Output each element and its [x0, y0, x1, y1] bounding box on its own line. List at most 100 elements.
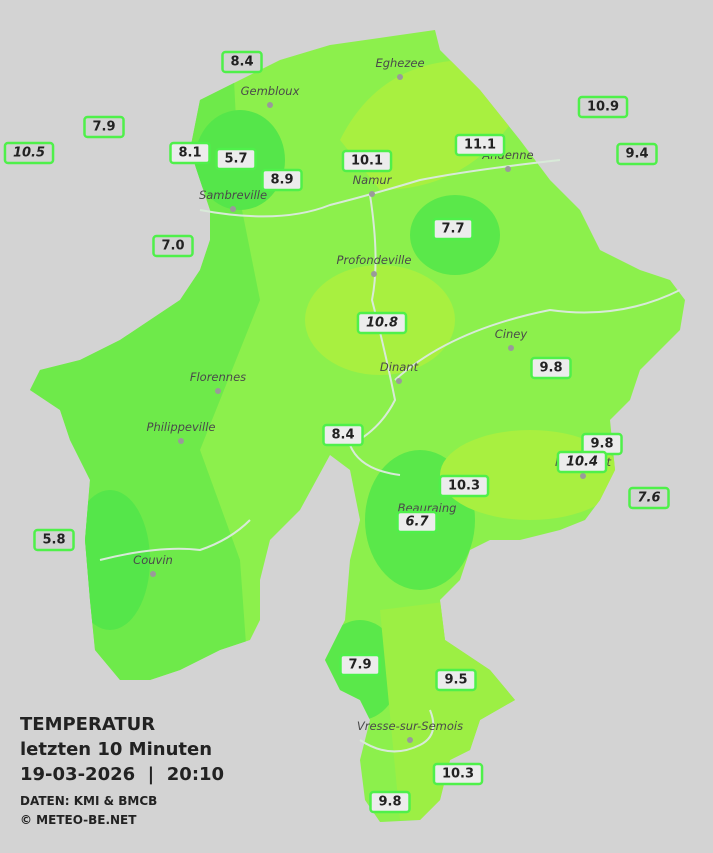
- station-box: [369, 790, 411, 814]
- city-name: Couvin: [133, 553, 173, 567]
- city-dot: [150, 571, 156, 577]
- station-temperature: 9.8: [539, 361, 562, 376]
- station: 8.9: [261, 168, 303, 192]
- city-name: Gembloux: [241, 84, 300, 98]
- station-temperature: 10.5: [13, 146, 45, 161]
- station-temperature: 8.4: [230, 55, 253, 70]
- station: 10.1: [341, 149, 393, 173]
- station: 8.1: [169, 141, 211, 165]
- station: 9.5: [435, 668, 477, 692]
- station-temperature: 8.1: [178, 146, 201, 161]
- station-temperature: 10.3: [448, 479, 480, 494]
- station-box: [261, 168, 303, 192]
- timestamp: 19-03-2026 | 20:10: [20, 764, 224, 785]
- map-title: TEMPERATUR: [20, 714, 155, 735]
- station-box: [530, 356, 572, 380]
- station-box: [438, 474, 490, 498]
- credit: © METEO-BE.NET: [20, 813, 137, 827]
- station: 8.4: [221, 50, 263, 74]
- station-box: [432, 762, 484, 786]
- source: DATEN: KMI & BMCB: [20, 794, 157, 808]
- station-box: [83, 115, 125, 139]
- city-name: Profondeville: [337, 253, 412, 267]
- station-temperature: 10.3: [442, 767, 474, 782]
- station-box: [215, 147, 257, 171]
- station-labels: 8.4 7.9 10.5 8.1 5.7 8.9 10.1 11.1 10.9 9.4 7.7 7.0…: [3, 50, 670, 814]
- station-box: [152, 234, 194, 258]
- station: 7.7: [432, 217, 474, 241]
- station-temperature: 9.8: [378, 795, 401, 810]
- station: 10.3: [438, 474, 490, 498]
- station-box: [221, 50, 263, 74]
- station-box: [432, 217, 474, 241]
- city-name: Dinant: [380, 360, 419, 374]
- station: 10.5: [3, 141, 55, 165]
- city-name: Sambreville: [199, 188, 267, 202]
- station: 10.3: [432, 762, 484, 786]
- city-name: Vresse-sur-Semois: [357, 719, 463, 733]
- station-temperature: 7.6: [637, 491, 660, 506]
- station-box: [169, 141, 211, 165]
- station: 11.1: [454, 133, 506, 157]
- station-box: [322, 423, 364, 447]
- station-box: [339, 653, 381, 677]
- station: 9.4: [616, 142, 658, 166]
- rivers: [99, 159, 681, 753]
- city-dot: [215, 388, 221, 394]
- station-temperature: 9.8: [590, 437, 613, 452]
- station: 7.9: [339, 653, 381, 677]
- station-temperature: 11.1: [464, 138, 496, 153]
- station-box: [396, 510, 438, 534]
- station-box: [628, 486, 670, 510]
- city-name: Namur: [353, 173, 393, 187]
- legend-text: TEMPERATUR letzten 10 Minuten 19-03-2026…: [20, 714, 224, 827]
- city-dot: [407, 737, 413, 743]
- station-box: [556, 450, 608, 474]
- station-temperature: 10.8: [366, 316, 398, 331]
- city-dot: [178, 438, 184, 444]
- city-dot: [505, 166, 511, 172]
- station-temperature: 10.1: [351, 154, 383, 169]
- station: 7.6: [628, 486, 670, 510]
- station: 9.8: [530, 356, 572, 380]
- station-box: [577, 95, 629, 119]
- station-box: [341, 149, 393, 173]
- station: 10.4: [556, 450, 608, 474]
- station-temperature: 10.4: [566, 455, 598, 470]
- station: 5.7: [215, 147, 257, 171]
- period: letzten 10 Minuten: [20, 739, 212, 760]
- station-temperature: 7.7: [441, 222, 464, 237]
- station: 7.0: [152, 234, 194, 258]
- station: 9.8: [369, 790, 411, 814]
- station-box: [33, 528, 75, 552]
- station-temperature: 7.0: [161, 239, 184, 254]
- station: 8.4: [322, 423, 364, 447]
- city-dot: [369, 191, 375, 197]
- station: 7.9: [83, 115, 125, 139]
- city-name: Philippeville: [147, 420, 216, 434]
- city-dot: [580, 473, 586, 479]
- station: 10.9: [577, 95, 629, 119]
- city-name: Eghezee: [375, 56, 424, 70]
- station-temperature: 10.9: [587, 100, 619, 115]
- station-temperature: 5.7: [224, 152, 247, 167]
- city-dot: [371, 271, 377, 277]
- station-temperature: 9.5: [444, 673, 467, 688]
- city-dot: [508, 345, 514, 351]
- station: 10.8: [356, 311, 408, 335]
- city-dot: [267, 102, 273, 108]
- city-dot: [396, 378, 402, 384]
- station-box: [356, 311, 408, 335]
- station-temperature: 7.9: [348, 658, 371, 673]
- station-box: [435, 668, 477, 692]
- station-temperature: 7.9: [92, 120, 115, 135]
- station-temperature: 6.7: [405, 515, 429, 530]
- station-box: [616, 142, 658, 166]
- city-dot: [397, 74, 403, 80]
- station-temperature: 5.8: [42, 533, 65, 548]
- station-box: [3, 141, 55, 165]
- station-box: [454, 133, 506, 157]
- city-name: Florennes: [190, 370, 246, 384]
- station: 5.8: [33, 528, 75, 552]
